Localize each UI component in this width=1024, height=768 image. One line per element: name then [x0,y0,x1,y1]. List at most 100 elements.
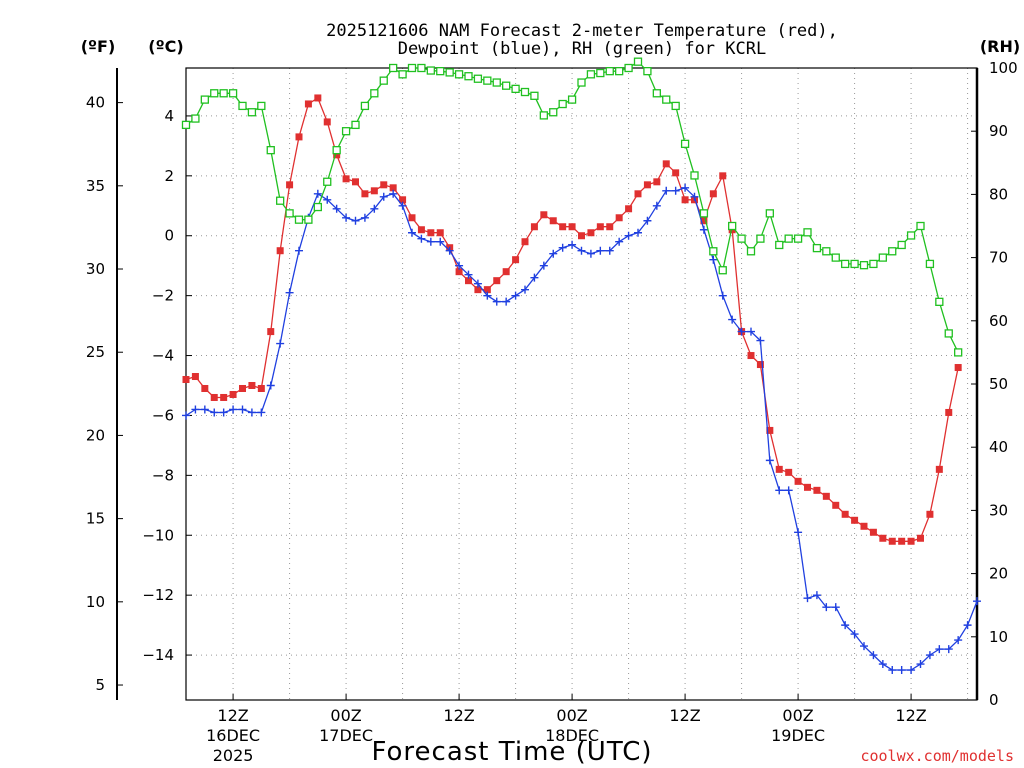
celsius-tick-label: −4 [152,347,174,365]
temperature-point [304,100,312,108]
dewpoint-point [709,255,718,264]
temperature-line [185,97,959,542]
credit-text: coolwx.com/models [860,747,1014,765]
temperature-point [220,393,228,401]
temperature-point [587,229,595,237]
temperature-point [785,468,793,476]
celsius-tick-label: −8 [152,466,174,484]
dewpoint-point [850,630,859,639]
temperature-point [935,465,943,473]
temperature-point [634,190,642,198]
temperature-point [568,223,576,231]
relative-humidity-point [728,221,737,231]
relative-humidity-point [483,76,492,85]
relative-humidity-point [662,95,671,104]
dewpoint-point [473,279,482,288]
x-date-label: 16DEC [206,726,260,745]
dewpoint-point [747,327,755,336]
dewpoint-point [558,243,567,252]
temperature-point [851,516,859,524]
dewpoint-point [586,249,595,258]
dewpoint-point [370,204,379,213]
rh-tick-label: 20 [989,565,1008,583]
dewpoint-point [182,411,190,420]
temperature-point [512,256,520,264]
rh-tick-label: 10 [989,628,1008,646]
relative-humidity-point [822,247,831,256]
temperature-point [465,277,472,285]
temperature-point [898,537,906,545]
fahrenheit-tick-label: 5 [95,676,105,694]
relative-humidity-point [454,70,464,79]
relative-humidity-point [756,234,765,243]
x-tick-label: 12Z [669,706,700,725]
temperature-point [794,477,802,485]
temperature-point [408,214,416,222]
fahrenheit-tick-label: 20 [86,426,105,444]
celsius-tick-label: −6 [152,406,174,424]
x-date-label: 17DEC [319,726,373,745]
dewpoint-point [530,273,539,282]
tick-labels: 420−2−4−6−8−10−12−1440353025201510510090… [86,59,1018,765]
fahrenheit-tick-label: 15 [86,510,105,528]
grid-lines [186,68,977,700]
relative-humidity-point [219,89,228,98]
relative-humidity-point [765,209,774,218]
temperature-point [483,286,491,294]
temperature-point [191,373,199,381]
x-tick-label: 12Z [443,706,474,725]
rh-tick-label: 50 [989,375,1008,393]
temperature-point [672,169,680,177]
dewpoint-point [907,666,916,675]
dewpoint-point [408,228,416,237]
temperature-point [822,492,830,500]
dewpoint-point [897,666,906,675]
temperature-point [210,393,218,401]
relative-humidity-point [520,87,530,97]
dewpoint-point [860,642,868,651]
dewpoint-point [360,213,369,222]
temperature-point [493,277,501,285]
relative-humidity-point [652,89,661,98]
dewpoint-point [925,651,934,660]
temperature-point [615,214,623,222]
dewpoint-point [351,216,360,225]
relative-humidity-point [586,70,596,79]
dewpoint-point [605,246,614,255]
relative-humidity-point [351,120,360,130]
temperature-point [860,522,868,530]
dewpoint-point [841,621,850,630]
relative-humidity-point [181,120,191,130]
dewpoint-point [219,408,228,417]
temperature-point [521,238,529,246]
dewpoint-point [831,603,840,612]
dewpoint-point [615,237,624,246]
chart-title-line2: Dewpoint (blue), RH (green) for KCRL [398,39,766,59]
temperature-point [540,211,548,219]
relative-humidity-point [445,68,454,77]
dewpoint-point [398,201,407,210]
relative-humidity-point [539,111,548,120]
temperature-point [766,426,774,434]
temperature-point [700,217,708,225]
dewpoint-point [812,591,821,600]
dewpoint-point [511,291,520,300]
relative-humidity-point [379,76,388,85]
temperature-point [239,384,246,392]
relative-humidity-point [502,81,511,90]
dewpoint-point [869,651,878,660]
rh-tick-label: 0 [989,691,999,709]
temperature-point [907,537,915,545]
temperature-point [775,465,783,473]
data-series [181,57,981,675]
temperature-point [832,501,840,509]
x-tick-label: 00Z [556,706,587,725]
dewpoint-point [737,327,746,336]
dewpoint-point [521,285,529,294]
x-tick-label: 12Z [217,706,248,725]
relative-humidity-point [925,259,935,269]
relative-humidity-point [407,63,417,73]
dewpoint-point [718,291,727,300]
celsius-tick-label: −2 [152,287,174,305]
temperature-point [681,196,689,204]
